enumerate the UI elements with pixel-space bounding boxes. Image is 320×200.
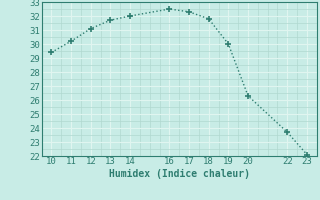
X-axis label: Humidex (Indice chaleur): Humidex (Indice chaleur) bbox=[109, 169, 250, 179]
